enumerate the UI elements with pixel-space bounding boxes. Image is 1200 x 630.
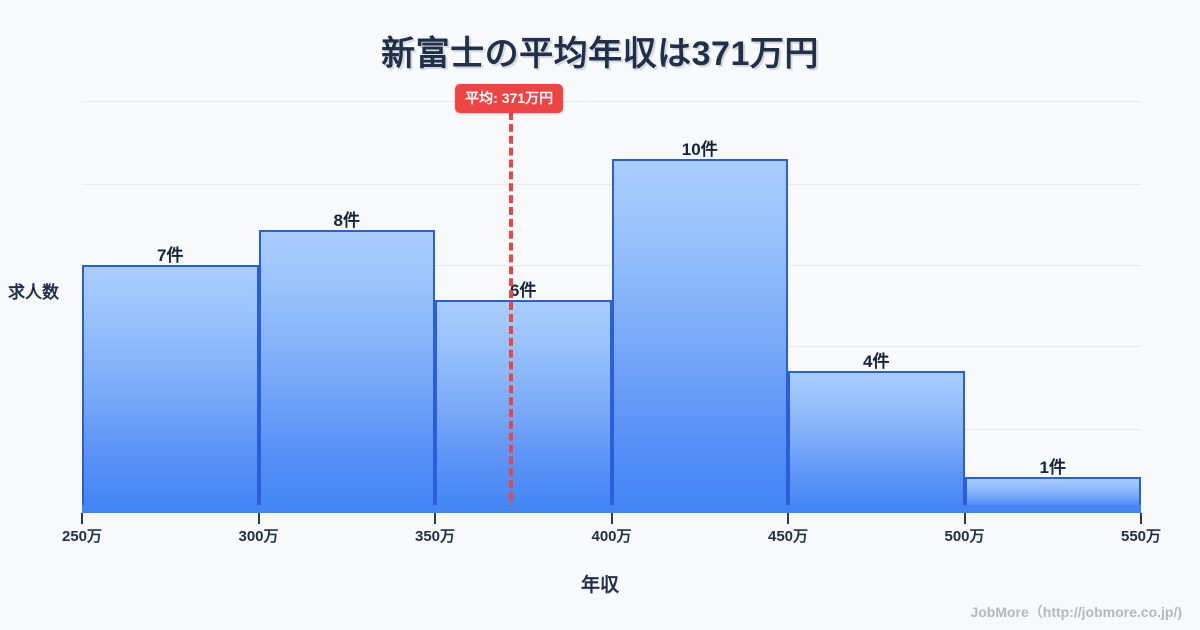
x-tick-label: 400万	[591, 528, 632, 545]
bar	[82, 265, 259, 512]
x-tick-label: 250万	[61, 528, 103, 545]
x-tick-label: 350万	[414, 528, 456, 545]
x-tick-mark	[434, 513, 436, 524]
bar-value-label: 10件	[681, 140, 718, 160]
x-tick-mark	[81, 513, 83, 524]
average-line	[509, 112, 514, 512]
x-tick-label: 450万	[767, 528, 809, 545]
bar-value-label: 1件	[1039, 457, 1066, 477]
bar	[788, 370, 965, 512]
x-axis	[82, 505, 1141, 513]
x-axis-label: 年収	[580, 575, 619, 596]
x-tick-label: 300万	[238, 528, 279, 545]
gridline-0	[82, 101, 1141, 103]
x-tick-mark	[257, 513, 260, 524]
bar-value-label: 6件	[510, 281, 537, 301]
bar	[611, 159, 788, 512]
x-tick-mark	[787, 513, 789, 524]
bar-value-label: 8件	[333, 210, 360, 230]
chart-plot-area: 7件 8件 6件 10件 4件 1件 平均: 371万円	[82, 84, 1141, 512]
x-tick-mark	[1140, 513, 1142, 524]
x-tick-label: 550万	[1120, 528, 1162, 545]
x-tick-mark	[610, 513, 613, 524]
page-title: 新富士の平均年収は371万円	[381, 35, 819, 73]
x-tick-mark	[963, 513, 966, 524]
bar	[258, 229, 435, 512]
average-badge: 平均: 371万円	[455, 84, 564, 113]
bar	[435, 300, 612, 512]
bar-value-label: 7件	[157, 246, 184, 266]
y-axis-label: 求人数	[8, 283, 59, 302]
x-tick-label: 500万	[944, 528, 985, 545]
footer-credit: JobMore（http://jobmore.co.jp/)	[970, 604, 1182, 620]
bar-value-label: 4件	[863, 351, 890, 371]
